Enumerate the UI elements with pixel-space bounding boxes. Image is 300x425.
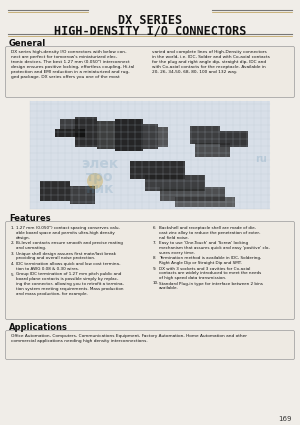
Text: 1.27 mm (0.050") contact spacing conserves valu-
able board space and permits ul: 1.27 mm (0.050") contact spacing conserv… (16, 226, 120, 240)
Text: Easy to use 'One-Touch' and 'Screw' locking
mechanism that assures quick and eas: Easy to use 'One-Touch' and 'Screw' lock… (159, 241, 270, 255)
FancyBboxPatch shape (5, 46, 295, 97)
Text: Office Automation, Computers, Communications Equipment, Factory Automation, Home: Office Automation, Computers, Communicat… (11, 334, 247, 343)
Text: ник: ник (86, 182, 114, 196)
Bar (55, 129, 85, 137)
Bar (115, 119, 143, 151)
Text: Bi-level contacts ensure smooth and precise mating
and unmating.: Bi-level contacts ensure smooth and prec… (16, 241, 123, 250)
Text: элек: элек (81, 157, 119, 171)
Text: 5.: 5. (11, 272, 15, 277)
Bar (40, 181, 70, 201)
Text: General: General (9, 39, 46, 48)
Text: 3.: 3. (11, 252, 15, 255)
Bar (30, 101, 270, 209)
Text: 7.: 7. (153, 241, 157, 245)
Text: DX with 3 sockets and 3 cavities for Co-axial
contacts are widely introduced to : DX with 3 sockets and 3 cavities for Co-… (159, 266, 261, 281)
Circle shape (87, 173, 103, 189)
Text: Termination method is available in IDC, Soldering,
Right Angle Dip or Straight D: Termination method is available in IDC, … (159, 256, 261, 265)
Text: DX series high-density I/O connectors with below con-
nect are perfect for tomor: DX series high-density I/O connectors wi… (11, 50, 134, 79)
Text: varied and complete lines of High-Density connectors
in the world, i.e. IDC, Sol: varied and complete lines of High-Densit… (152, 50, 270, 74)
Bar (70, 186, 95, 204)
Text: Features: Features (9, 214, 51, 223)
Text: HIGH-DENSITY I/O CONNECTORS: HIGH-DENSITY I/O CONNECTORS (54, 24, 246, 37)
Text: 8.: 8. (153, 256, 157, 260)
Bar (160, 187, 225, 201)
Text: IDC termination allows quick and low cost termina-
tion to AWG 0.08 & 0.30 wires: IDC termination allows quick and low cos… (16, 262, 121, 271)
Text: DX SERIES: DX SERIES (118, 14, 182, 27)
Text: Standard Plug-in type for interface between 2 bins
available.: Standard Plug-in type for interface betw… (159, 281, 263, 290)
Text: тро: тро (86, 170, 114, 184)
FancyBboxPatch shape (5, 221, 295, 320)
Bar (145, 175, 205, 191)
Bar (190, 126, 220, 144)
Text: 1.: 1. (11, 226, 15, 230)
Bar (130, 161, 185, 179)
Bar (143, 124, 158, 149)
Bar (175, 197, 235, 207)
Bar (220, 131, 248, 147)
Bar (60, 119, 78, 131)
Bar (195, 143, 230, 157)
Text: Unique shell design assures first mate/last break
providing and overall noise pr: Unique shell design assures first mate/l… (16, 252, 116, 261)
Text: ru: ru (255, 154, 267, 164)
Bar (75, 117, 97, 147)
Text: Backshell and receptacle shell are made of die-
cast zinc alloy to reduce the pe: Backshell and receptacle shell are made … (159, 226, 260, 240)
Text: 2.: 2. (11, 241, 15, 245)
FancyBboxPatch shape (5, 331, 295, 360)
Text: Applications: Applications (9, 323, 68, 332)
Text: 10.: 10. (153, 281, 159, 286)
Bar (158, 127, 168, 147)
Text: 169: 169 (278, 416, 292, 422)
Text: 4.: 4. (11, 262, 15, 266)
Text: 6.: 6. (153, 226, 157, 230)
Bar (97, 121, 115, 149)
Text: 9.: 9. (153, 266, 157, 270)
Text: Group IDC termination of 1.27 mm pitch public and
board plane contacts is possib: Group IDC termination of 1.27 mm pitch p… (16, 272, 124, 296)
